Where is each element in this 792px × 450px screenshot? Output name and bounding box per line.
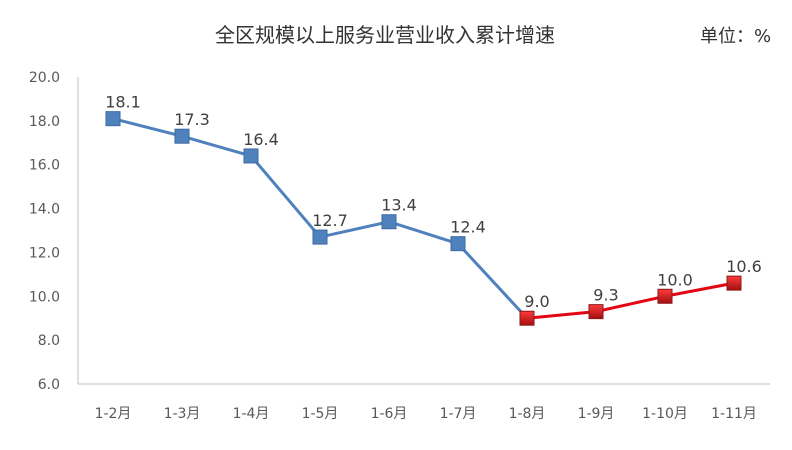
series-line-segment <box>249 154 322 239</box>
data-label: 13.4 <box>381 196 417 215</box>
x-tick-label: 1-5月 <box>302 406 339 422</box>
x-tick-label: 1-4月 <box>233 406 270 422</box>
data-point-marker <box>450 236 466 252</box>
series-line-segment <box>387 220 460 246</box>
y-tick-label: 20.0 <box>29 70 60 86</box>
data-labels: 18.1 17.3 16.4 12.7 13.4 12.4 9.0 9.3 10.0 10.6 <box>105 93 762 312</box>
data-label: 16.4 <box>243 130 279 149</box>
data-point-marker <box>726 275 742 291</box>
x-tick-label: 1-7月 <box>440 406 477 422</box>
x-tick-label: 1-10月 <box>642 406 688 422</box>
data-point-marker <box>588 304 604 320</box>
series-line-segment <box>111 117 184 138</box>
y-tick-label: 10.0 <box>29 289 60 305</box>
x-tick-labels: 1-2月 1-3月 1-4月 1-5月 1-6月 1-7月 1-8月 1-9月 1-10月 1-1… <box>95 406 757 422</box>
x-tick-label: 1-3月 <box>164 406 201 422</box>
x-tick-label: 1-9月 <box>578 406 615 422</box>
data-label: 10.0 <box>657 270 693 289</box>
data-point-marker <box>174 128 190 144</box>
highlight-line-segment <box>594 294 667 314</box>
y-tick-label: 12.0 <box>29 245 60 261</box>
x-tick-label: 1-8月 <box>509 406 546 422</box>
data-label: 12.7 <box>312 211 348 230</box>
data-label: 9.0 <box>524 292 549 311</box>
data-point-marker <box>381 214 397 230</box>
data-point-marker <box>243 148 259 164</box>
y-tick-label: 8.0 <box>38 333 60 349</box>
unit-label: 单位：% <box>700 26 771 47</box>
data-label: 18.1 <box>105 93 141 112</box>
highlight-line-segment <box>525 310 598 320</box>
y-tick-label: 16.0 <box>29 158 60 174</box>
data-point-marker <box>657 288 673 304</box>
data-point-marker <box>519 310 535 326</box>
series-lines <box>111 117 736 320</box>
data-label: 12.4 <box>450 218 486 237</box>
data-point-marker <box>312 229 328 245</box>
x-tick-label: 1-2月 <box>95 406 132 422</box>
series-markers <box>105 111 742 326</box>
y-tick-label: 6.0 <box>38 377 60 393</box>
data-label: 10.6 <box>726 257 762 276</box>
data-label: 9.3 <box>593 286 618 305</box>
chart-title: 全区规模以上服务业营业收入累计增速 <box>215 23 555 47</box>
x-tick-label: 1-6月 <box>371 406 408 422</box>
data-label: 17.3 <box>174 110 210 129</box>
series-line-segment <box>180 134 253 158</box>
series-line-segment <box>456 242 529 320</box>
y-tick-label: 14.0 <box>29 202 60 218</box>
x-tick-label: 1-11月 <box>711 406 757 422</box>
highlight-line-segment <box>663 281 736 298</box>
y-tick-label: 18.0 <box>29 114 60 130</box>
y-tick-labels: 20.0 18.0 16.0 14.0 12.0 10.0 8.0 6.0 <box>29 70 60 393</box>
series-line-segment <box>318 220 391 239</box>
data-point-marker <box>105 111 121 127</box>
